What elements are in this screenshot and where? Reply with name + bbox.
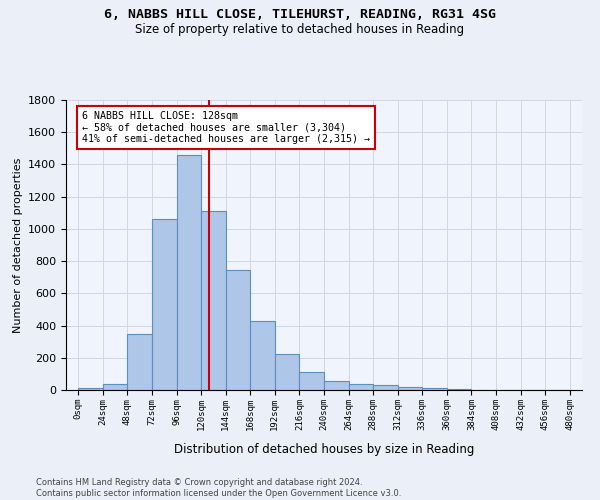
Bar [152,219,176,390]
Text: Distribution of detached houses by size in Reading: Distribution of detached houses by size … [174,442,474,456]
Bar [299,372,324,390]
Bar [226,270,250,390]
Bar [324,381,349,390]
Bar [373,385,398,390]
Text: 6 NABBS HILL CLOSE: 128sqm
← 58% of detached houses are smaller (3,304)
41% of s: 6 NABBS HILL CLOSE: 128sqm ← 58% of deta… [82,112,370,144]
Bar [398,387,422,390]
Bar [447,389,472,390]
Bar [176,155,201,390]
Bar [78,388,103,390]
Bar [275,354,299,390]
Bar [127,334,152,390]
Text: Contains HM Land Registry data © Crown copyright and database right 2024.
Contai: Contains HM Land Registry data © Crown c… [36,478,401,498]
Bar [349,384,373,390]
Text: 6, NABBS HILL CLOSE, TILEHURST, READING, RG31 4SG: 6, NABBS HILL CLOSE, TILEHURST, READING,… [104,8,496,20]
Bar [422,388,447,390]
Bar [103,384,127,390]
Bar [250,320,275,390]
Bar [201,211,226,390]
Y-axis label: Number of detached properties: Number of detached properties [13,158,23,332]
Text: Size of property relative to detached houses in Reading: Size of property relative to detached ho… [136,22,464,36]
